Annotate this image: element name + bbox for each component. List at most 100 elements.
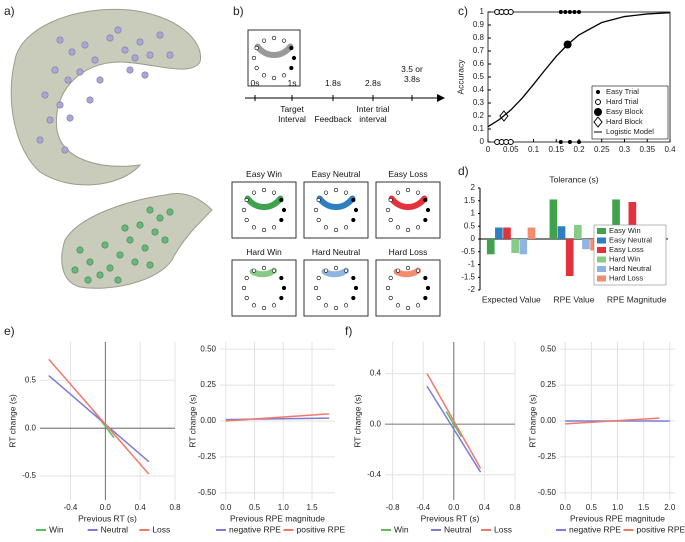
electrode: [114, 276, 122, 284]
regression-line: [426, 373, 482, 469]
y-tick-label: 0.9: [473, 20, 485, 29]
electrode: [126, 236, 134, 244]
x-tick-label: 0.4: [664, 145, 676, 154]
electrode: [36, 136, 44, 144]
clock-dot: [261, 38, 267, 43]
x-tick-label: 1.0: [612, 503, 624, 512]
bar: [557, 226, 566, 239]
panel-label: e): [4, 324, 15, 338]
electrode: [156, 214, 164, 222]
clock-dot: [333, 187, 339, 193]
x-tick-label: 0.8: [169, 503, 181, 512]
legend-label: Loss: [494, 524, 512, 534]
x-tick-label: 0.2: [573, 145, 585, 154]
y-tick-label: 0.2: [473, 111, 485, 120]
electrode: [156, 31, 164, 39]
y-tick-label: -1.5: [461, 272, 475, 281]
clock-dot: [405, 187, 411, 193]
electrode: [116, 251, 124, 259]
x-tick-label: 0.15: [548, 145, 564, 154]
x-tick-label: 2.0: [664, 503, 676, 512]
y-tick-label: -0.5: [22, 471, 36, 480]
clock-dot: [395, 303, 401, 308]
clock-dot: [343, 303, 349, 308]
legend-swatch: [596, 90, 600, 94]
electrode: [96, 271, 104, 279]
legend-swatch: [597, 247, 606, 253]
y-axis-label: RT change (s): [352, 394, 362, 448]
y-axis-label: RT change (s): [7, 394, 17, 448]
clock-dot: [271, 75, 277, 81]
legend-label: Loss: [152, 524, 170, 534]
clock-dot: [323, 190, 329, 195]
clock-dot: [385, 207, 391, 213]
clock-dot: [254, 65, 259, 71]
x-tick-label: 0.25: [594, 145, 610, 154]
x-tick-label: 0.4: [135, 503, 147, 512]
electrode: [86, 258, 94, 266]
clock-dot: [425, 207, 431, 213]
electrode: [146, 261, 154, 269]
electrode: [66, 114, 74, 122]
y-tick-label: 0.3: [473, 98, 485, 107]
bar: [574, 224, 582, 239]
clock-dot: [261, 73, 267, 78]
panel-label: d): [458, 164, 469, 178]
y-tick-label: 0.4: [370, 369, 382, 378]
clock-dot: [251, 55, 257, 61]
clock-dot: [423, 295, 428, 301]
legend-label: Hard Block: [606, 117, 643, 126]
bar: [511, 239, 519, 254]
clock-dot: [241, 285, 247, 291]
event-label: Feedback: [314, 114, 352, 124]
clock-dot: [351, 197, 356, 203]
electrode: [136, 38, 144, 46]
clock-dot: [395, 268, 401, 273]
regression-line: [225, 413, 330, 422]
clock-dot: [251, 190, 257, 195]
electrode: [141, 71, 149, 79]
legend-swatch: [597, 275, 606, 282]
electrode: [68, 48, 76, 56]
clock-dot: [388, 275, 393, 281]
clock-dot: [415, 268, 421, 273]
point: [572, 10, 577, 14]
bar: [527, 227, 536, 239]
electrode: [71, 266, 79, 274]
clock-dot: [281, 38, 287, 43]
clock-dot: [425, 285, 431, 291]
clock-dot: [351, 275, 356, 281]
electrode: [81, 41, 89, 49]
electrode: [166, 208, 174, 216]
x-tick-label: 0.8: [509, 503, 521, 512]
x-tick-label: 0.35: [639, 145, 655, 154]
clock-dot: [343, 225, 349, 230]
legend-label: positive RPE: [637, 524, 685, 534]
electrode: [64, 76, 72, 84]
legend-box: [593, 224, 667, 286]
regression-line: [445, 411, 463, 438]
point: [567, 140, 572, 144]
y-tick-label: 0.5: [25, 375, 37, 384]
y-tick-label: 0.0: [370, 419, 382, 428]
y-tick-label: 0.4: [473, 85, 485, 94]
y-tick-label: 0.5: [464, 221, 476, 230]
y-tick-label: -1: [468, 260, 476, 269]
clock-dot: [261, 305, 267, 311]
condition-label: Easy Neutral: [311, 169, 361, 179]
clock-dot: [316, 295, 321, 301]
electrode: [141, 244, 149, 252]
time-label: 1s: [287, 78, 297, 88]
clock-dot: [289, 45, 294, 51]
clock-dot: [291, 55, 297, 61]
y-tick-label: 0.50: [200, 344, 216, 353]
x-tick-label: 0: [486, 145, 491, 154]
electrode: [136, 221, 144, 229]
x-tick-label: -0.8: [386, 503, 400, 512]
clock-dot: [395, 225, 401, 230]
x-axis-label: Previous RT (s): [421, 513, 480, 523]
electrode: [146, 51, 154, 59]
point: [577, 10, 581, 14]
electrode: [151, 228, 159, 236]
